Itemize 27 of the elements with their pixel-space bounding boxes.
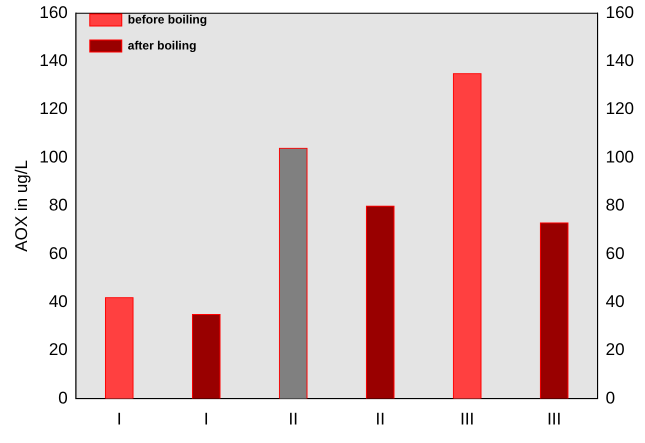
- x-tick-label: I: [204, 409, 209, 428]
- y2-tick-label: 100: [606, 147, 634, 166]
- legend-label: after boiling: [128, 38, 196, 52]
- y-tick-label: 140: [39, 51, 68, 70]
- y2-tick-label: 140: [606, 51, 634, 70]
- y-axis-title: AOX in ug/L: [12, 160, 31, 252]
- y-tick-label: 120: [39, 99, 68, 118]
- y-tick-label: 80: [48, 196, 68, 215]
- y2-tick-label: 0: [606, 388, 616, 408]
- y-tick-label: 0: [58, 388, 68, 408]
- x-tick-label: II: [288, 409, 298, 428]
- y2-tick-label: 120: [606, 99, 634, 118]
- y-tick-label: 160: [39, 2, 68, 22]
- y2-tick-label: 160: [606, 2, 634, 22]
- y-tick-label: 20: [48, 340, 68, 360]
- y-tick-label: 60: [48, 244, 68, 263]
- y2-tick-label: 20: [606, 340, 625, 360]
- x-tick-label: III: [547, 409, 562, 428]
- x-tick-label: III: [460, 409, 474, 428]
- x-tick-label: II: [375, 409, 385, 428]
- y2-tick-label: 80: [606, 196, 625, 215]
- y-tick-label: 40: [48, 292, 68, 311]
- y-tick-label: 100: [39, 147, 68, 166]
- y2-tick-label: 60: [606, 244, 625, 263]
- legend-label: before boiling: [128, 12, 208, 26]
- x-tick-label: I: [116, 409, 122, 428]
- y2-tick-label: 40: [606, 292, 625, 311]
